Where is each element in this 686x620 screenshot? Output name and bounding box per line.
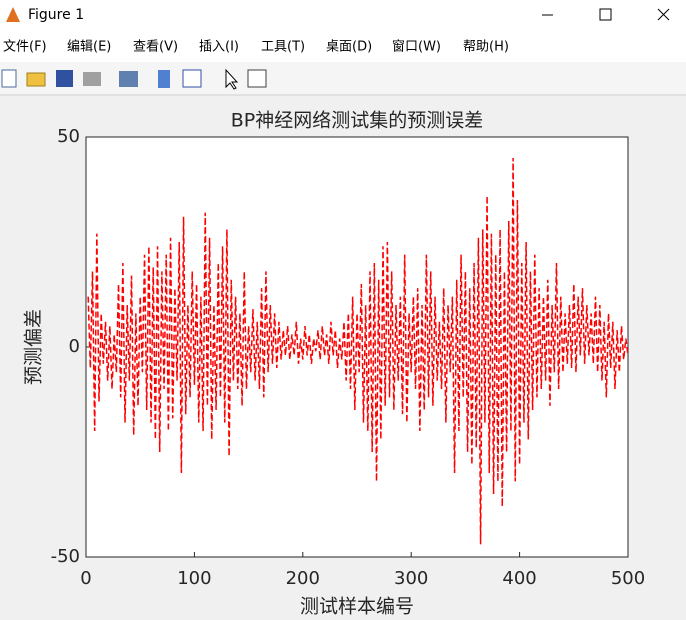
y-tick-label: -50 (51, 546, 80, 567)
x-tick-label: 100 (177, 568, 211, 589)
open-icon[interactable] (26, 72, 46, 87)
legend-icon[interactable] (182, 69, 202, 88)
x-tick-label: 500 (611, 568, 645, 589)
chart-title: BP神经网络测试集的预测误差 (231, 110, 484, 132)
menu-item[interactable]: 编辑(E) (67, 40, 111, 55)
x-tick-label: 0 (80, 568, 91, 589)
menu-item[interactable]: 桌面(D) (326, 40, 372, 55)
app-icon (6, 7, 20, 22)
cursor-icon[interactable] (225, 68, 239, 90)
title-bar (0, 0, 686, 31)
menu-item[interactable]: 查看(V) (133, 39, 178, 55)
toolbar (0, 62, 686, 95)
x-tick-label: 200 (286, 568, 320, 589)
menu-item[interactable]: 文件(F) (3, 40, 47, 55)
print-icon[interactable] (83, 72, 101, 86)
x-tick-label: 300 (394, 568, 428, 589)
menu-item[interactable]: 窗口(W) (392, 39, 441, 55)
close-button[interactable] (657, 8, 670, 21)
y-tick-label: 0 (69, 336, 80, 357)
save-icon[interactable] (56, 70, 73, 87)
y-tick-label: 50 (57, 126, 80, 147)
colorbar-icon[interactable] (158, 70, 170, 88)
y-axis-label: 预测偏差 (23, 309, 45, 385)
x-tick-label: 400 (502, 568, 536, 589)
link-icon[interactable] (119, 71, 138, 87)
data-line (87, 157, 628, 545)
window-title: Figure 1 (28, 7, 84, 23)
menu-group: 文件(F) 编辑(E) 查看(V) 插入(I) 工具(T) 桌面(D) 窗口(W) 帮助(H) (3, 39, 509, 55)
toolbar-icons (1, 68, 267, 90)
x-axis-label: 测试样本编号 (300, 596, 414, 618)
maximize-button[interactable] (599, 8, 612, 21)
new-icon[interactable] (1, 69, 17, 88)
menu-item[interactable]: 帮助(H) (463, 40, 509, 55)
menu-item[interactable]: 工具(T) (261, 40, 305, 55)
menu-bar (0, 31, 686, 62)
inspector-icon[interactable] (247, 69, 267, 88)
menu-item[interactable]: 插入(I) (199, 40, 239, 55)
